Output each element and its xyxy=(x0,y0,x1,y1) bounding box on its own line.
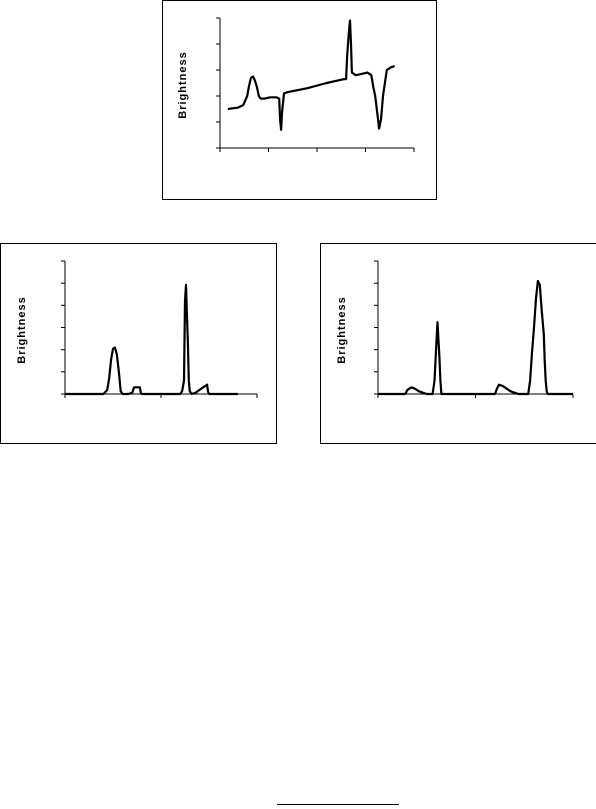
series-line xyxy=(378,279,573,396)
chart-panel-top: Brightness xyxy=(162,0,437,200)
series-line xyxy=(227,19,395,131)
chart-panel-bottom-left: Brightness xyxy=(0,243,277,444)
series-line xyxy=(65,283,238,396)
footnote-rule xyxy=(277,804,399,805)
y-axis-label: Brightness xyxy=(16,296,28,363)
y-axis-label: Brightness xyxy=(177,51,189,118)
chart-panel-bottom-right: Brightness xyxy=(320,243,596,444)
chart-bottom-left: Brightness xyxy=(16,260,258,398)
chart-top: Brightness xyxy=(177,17,415,152)
y-axis-label: Brightness xyxy=(336,296,348,363)
chart-bottom-right: Brightness xyxy=(336,260,574,398)
